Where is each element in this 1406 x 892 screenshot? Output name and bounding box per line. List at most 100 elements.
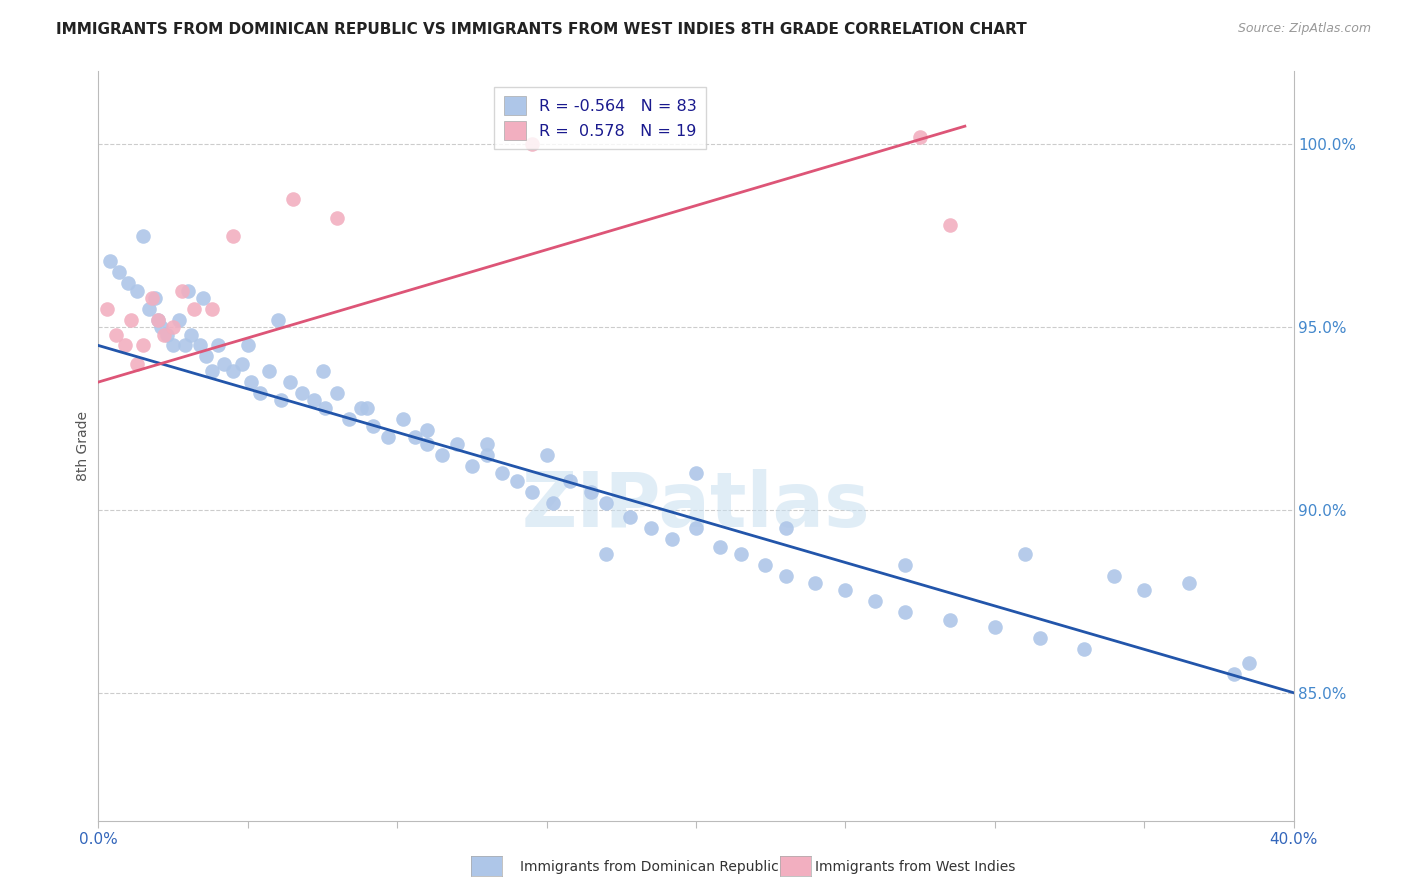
Point [143, 291, 166, 305]
Point [153, 327, 176, 342]
Point [302, 393, 325, 408]
Point [560, 474, 582, 488]
Point [270, 393, 292, 408]
Point [212, 357, 235, 371]
Point [174, 338, 197, 352]
Point [339, 411, 361, 425]
Point [619, 510, 641, 524]
Point [326, 386, 349, 401]
Point [201, 364, 224, 378]
Point [595, 547, 617, 561]
Point [127, 284, 149, 298]
Point [127, 357, 149, 371]
Point [356, 401, 378, 415]
Point [222, 364, 245, 378]
Point [98, 254, 122, 268]
Point [278, 375, 301, 389]
Point [1073, 641, 1095, 656]
Point [239, 375, 262, 389]
Point [377, 430, 399, 444]
Point [520, 484, 543, 499]
Point [865, 594, 887, 608]
Point [150, 320, 173, 334]
Point [661, 532, 683, 546]
Point [291, 386, 314, 401]
Point [311, 364, 333, 378]
Point [117, 277, 139, 291]
Point [685, 467, 707, 481]
Point [180, 327, 202, 342]
Point [754, 558, 776, 572]
Point [162, 320, 184, 334]
Point [1178, 576, 1201, 591]
Point [984, 620, 1007, 634]
Point [105, 327, 128, 342]
Text: ZIPatlas: ZIPatlas [522, 469, 870, 543]
Point [141, 291, 163, 305]
Legend: R = -0.564   N = 83, R =  0.578   N = 19: R = -0.564 N = 83, R = 0.578 N = 19 [495, 87, 706, 149]
Point [183, 301, 205, 316]
Point [775, 521, 797, 535]
Point [132, 338, 155, 352]
Point [148, 313, 170, 327]
Point [685, 521, 707, 535]
Point [804, 576, 827, 591]
Point [430, 448, 453, 462]
Text: IMMIGRANTS FROM DOMINICAN REPUBLIC VS IMMIGRANTS FROM WEST INDIES 8TH GRADE CORR: IMMIGRANTS FROM DOMINICAN REPUBLIC VS IM… [56, 22, 1026, 37]
Point [315, 401, 337, 415]
Point [475, 448, 498, 462]
Point [231, 357, 253, 371]
Point [491, 467, 513, 481]
Point [1237, 657, 1260, 671]
Point [201, 301, 224, 316]
Text: Immigrants from Dominican Republic: Immigrants from Dominican Republic [520, 860, 779, 874]
Point [108, 265, 131, 279]
Point [138, 301, 160, 316]
Point [162, 338, 184, 352]
Point [834, 583, 856, 598]
Point [595, 496, 617, 510]
Point [1223, 667, 1246, 681]
Point [236, 338, 259, 352]
Point [730, 547, 752, 561]
Point [326, 211, 349, 225]
Point [177, 284, 200, 298]
Point [709, 540, 731, 554]
Point [114, 338, 136, 352]
Point [894, 558, 917, 572]
Point [908, 130, 931, 145]
Point [640, 521, 662, 535]
Point [939, 218, 962, 232]
Point [191, 291, 214, 305]
Point [775, 568, 797, 582]
Point [536, 448, 558, 462]
Point [120, 313, 142, 327]
Point [195, 350, 218, 364]
Point [222, 228, 245, 243]
Point [416, 423, 439, 437]
Point [1028, 631, 1050, 645]
Point [172, 284, 194, 298]
Point [446, 437, 468, 451]
Point [350, 401, 373, 415]
Text: Immigrants from West Indies: Immigrants from West Indies [815, 860, 1017, 874]
Point [506, 474, 529, 488]
Point [257, 364, 280, 378]
Point [475, 437, 498, 451]
Point [520, 137, 543, 152]
Point [363, 418, 385, 433]
Point [167, 313, 190, 327]
Point [1104, 568, 1126, 582]
Point [894, 605, 917, 619]
Point [281, 192, 304, 206]
Point [939, 613, 962, 627]
Point [148, 313, 170, 327]
Point [267, 313, 290, 327]
Point [207, 338, 229, 352]
Point [1133, 583, 1156, 598]
Point [156, 327, 179, 342]
Point [416, 437, 439, 451]
Point [188, 338, 211, 352]
Point [404, 430, 426, 444]
Point [581, 484, 603, 499]
